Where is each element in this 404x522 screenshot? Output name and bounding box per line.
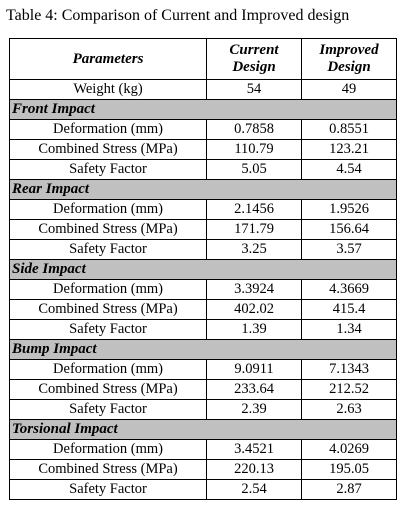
header-row: Parameters Current Design Improved Desig… bbox=[9, 38, 397, 80]
improved-design-cell: 123.21 bbox=[301, 139, 397, 160]
improved-design-cell: 7.1343 bbox=[301, 359, 397, 380]
section-row: Front Impact bbox=[9, 99, 397, 120]
header-current-line2: Design bbox=[232, 59, 276, 75]
table-body: Parameters Current Design Improved Desig… bbox=[9, 38, 397, 500]
table-row: Combined Stress (MPa) 402.02 415.4 bbox=[9, 299, 397, 320]
section-row: Torsional Impact bbox=[9, 419, 397, 440]
table-row: Combined Stress (MPa) 171.79 156.64 bbox=[9, 219, 397, 240]
section-title: Torsional Impact bbox=[9, 419, 397, 440]
header-parameters: Parameters bbox=[9, 38, 207, 80]
header-improved-design: Improved Design bbox=[301, 38, 397, 80]
header-current-line1: Current bbox=[229, 42, 279, 58]
header-improved-line2: Design bbox=[327, 59, 371, 75]
current-design-cell: 2.54 bbox=[206, 479, 302, 500]
parameter-cell: Deformation (mm) bbox=[9, 119, 207, 140]
parameter-cell: Deformation (mm) bbox=[9, 359, 207, 380]
current-design-cell: 0.7858 bbox=[206, 119, 302, 140]
section-title: Front Impact bbox=[9, 99, 397, 120]
improved-design-cell: 1.9526 bbox=[301, 199, 397, 220]
current-design-cell: 171.79 bbox=[206, 219, 302, 240]
section-title: Rear Impact bbox=[9, 179, 397, 200]
improved-design-cell: 49 bbox=[301, 79, 397, 100]
current-design-cell: 3.3924 bbox=[206, 279, 302, 300]
current-design-cell: 233.64 bbox=[206, 379, 302, 400]
table-row: Combined Stress (MPa) 233.64 212.52 bbox=[9, 379, 397, 400]
table-row: Safety Factor 2.39 2.63 bbox=[9, 399, 397, 420]
comparison-table: Parameters Current Design Improved Desig… bbox=[9, 38, 397, 500]
section-title: Side Impact bbox=[9, 259, 397, 280]
header-current-design: Current Design bbox=[206, 38, 302, 80]
current-design-cell: 402.02 bbox=[206, 299, 302, 320]
improved-design-cell: 156.64 bbox=[301, 219, 397, 240]
parameter-cell: Deformation (mm) bbox=[9, 279, 207, 300]
parameter-cell: Combined Stress (MPa) bbox=[9, 219, 207, 240]
parameter-cell: Safety Factor bbox=[9, 159, 207, 180]
parameter-cell: Safety Factor bbox=[9, 399, 207, 420]
table-row: Deformation (mm) 2.1456 1.9526 bbox=[9, 199, 397, 220]
improved-design-cell: 4.54 bbox=[301, 159, 397, 180]
table-row: Deformation (mm) 9.0911 7.1343 bbox=[9, 359, 397, 380]
parameter-cell: Safety Factor bbox=[9, 319, 207, 340]
current-design-cell: 3.4521 bbox=[206, 439, 302, 460]
improved-design-cell: 1.34 bbox=[301, 319, 397, 340]
parameter-cell: Weight (kg) bbox=[9, 79, 207, 100]
current-design-cell: 2.39 bbox=[206, 399, 302, 420]
section-title: Bump Impact bbox=[9, 339, 397, 360]
improved-design-cell: 4.3669 bbox=[301, 279, 397, 300]
parameter-cell: Combined Stress (MPa) bbox=[9, 299, 207, 320]
section-row: Side Impact bbox=[9, 259, 397, 280]
parameter-cell: Deformation (mm) bbox=[9, 439, 207, 460]
section-row: Rear Impact bbox=[9, 179, 397, 200]
improved-design-cell: 212.52 bbox=[301, 379, 397, 400]
section-row: Bump Impact bbox=[9, 339, 397, 360]
current-design-cell: 2.1456 bbox=[206, 199, 302, 220]
improved-design-cell: 2.87 bbox=[301, 479, 397, 500]
improved-design-cell: 4.0269 bbox=[301, 439, 397, 460]
header-improved-line1: Improved bbox=[319, 42, 379, 58]
table-row: Deformation (mm) 0.7858 0.8551 bbox=[9, 119, 397, 140]
improved-design-cell: 0.8551 bbox=[301, 119, 397, 140]
parameter-cell: Combined Stress (MPa) bbox=[9, 139, 207, 160]
parameter-cell: Combined Stress (MPa) bbox=[9, 379, 207, 400]
table-row: Combined Stress (MPa) 110.79 123.21 bbox=[9, 139, 397, 160]
improved-design-cell: 3.57 bbox=[301, 239, 397, 260]
current-design-cell: 9.0911 bbox=[206, 359, 302, 380]
current-design-cell: 54 bbox=[206, 79, 302, 100]
parameter-cell: Safety Factor bbox=[9, 479, 207, 500]
table-row: Safety Factor 3.25 3.57 bbox=[9, 239, 397, 260]
table-row: Safety Factor 5.05 4.54 bbox=[9, 159, 397, 180]
improved-design-cell: 415.4 bbox=[301, 299, 397, 320]
table-caption: Table 4: Comparison of Current and Impro… bbox=[6, 7, 350, 24]
table-row: Safety Factor 2.54 2.87 bbox=[9, 479, 397, 500]
parameter-cell: Deformation (mm) bbox=[9, 199, 207, 220]
table-row: Combined Stress (MPa) 220.13 195.05 bbox=[9, 459, 397, 480]
table-row: Deformation (mm) 3.3924 4.3669 bbox=[9, 279, 397, 300]
current-design-cell: 110.79 bbox=[206, 139, 302, 160]
current-design-cell: 3.25 bbox=[206, 239, 302, 260]
parameter-cell: Safety Factor bbox=[9, 239, 207, 260]
current-design-cell: 1.39 bbox=[206, 319, 302, 340]
table-row: Deformation (mm) 3.4521 4.0269 bbox=[9, 439, 397, 460]
current-design-cell: 5.05 bbox=[206, 159, 302, 180]
parameter-cell: Combined Stress (MPa) bbox=[9, 459, 207, 480]
table-row: Safety Factor 1.39 1.34 bbox=[9, 319, 397, 340]
current-design-cell: 220.13 bbox=[206, 459, 302, 480]
table-row: Weight (kg) 54 49 bbox=[9, 79, 397, 100]
improved-design-cell: 2.63 bbox=[301, 399, 397, 420]
improved-design-cell: 195.05 bbox=[301, 459, 397, 480]
